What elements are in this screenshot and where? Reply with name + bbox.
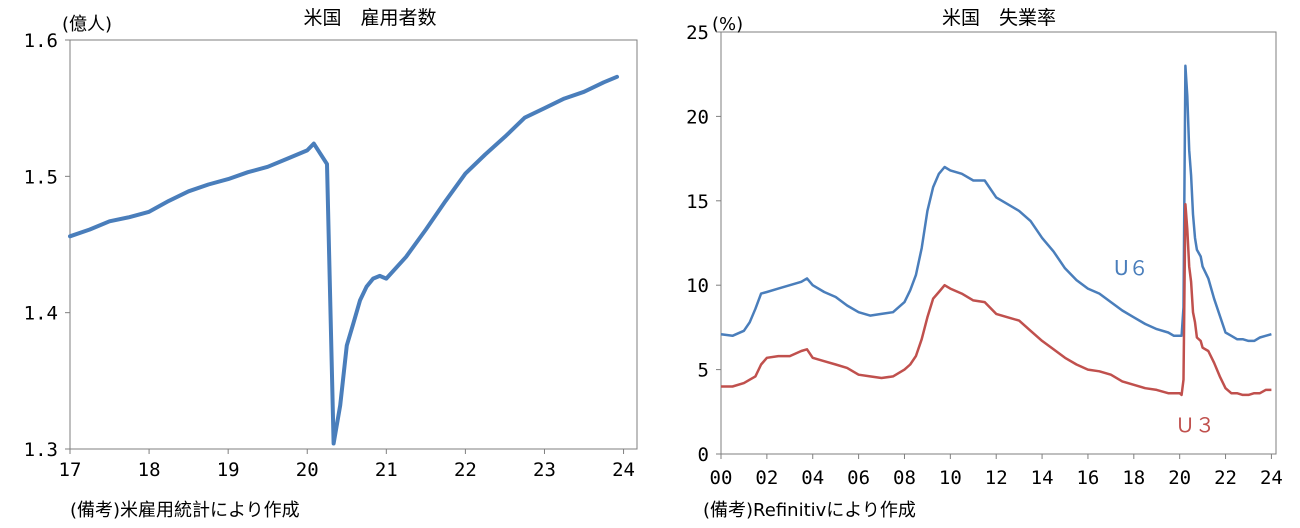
u6-series-line [720,64,1272,343]
u6-series-label: U６ [1114,256,1149,280]
unemployment-y-axis: 25 20 15 10 5 0 [686,22,721,466]
unemployment-y-tick-label: 20 [686,106,709,128]
employment-chart: 米国 雇用者数 (億人) 1.6 1.5 1.4 1.3 17 18 19 20 21 22 23… [24,7,638,521]
unemployment-x-tick-label: 00 [710,467,733,489]
unemployment-x-tick-label: 14 [1031,467,1054,489]
employment-x-tick-label: 19 [217,459,240,481]
unemployment-x-tick-label: 16 [1076,467,1099,489]
unemployment-y-tick-label: 10 [686,275,709,297]
unemployment-x-tick-label: 18 [1122,467,1145,489]
unemployment-x-tick-label: 02 [755,467,778,489]
employment-x-tick-label: 21 [375,459,398,481]
employment-source-note: (備考)米雇用統計により作成 [70,500,300,521]
employment-x-tick-label: 23 [533,459,556,481]
unemployment-source-note: (備考)Refinitivにより作成 [703,500,916,521]
employment-unit-label: (億人) [62,14,112,35]
unemployment-x-tick-label: 22 [1214,467,1237,489]
unemployment-x-axis: 00 02 04 06 08 10 12 14 16 18 20 22 24 [710,454,1283,489]
employment-y-axis: 1.6 1.5 1.4 1.3 [24,30,70,461]
unemployment-chart: 米国 失業率 (%) 25 20 15 10 5 0 00 02 04 06 08 10 12 14 16… [686,7,1283,521]
unemployment-unit-label: (%) [712,14,743,35]
employment-chart-title: 米国 雇用者数 [303,7,436,29]
employment-y-tick-label: 1.5 [24,166,58,188]
employment-x-axis: 17 18 19 20 21 22 23 24 [59,449,635,481]
unemployment-y-tick-label: 5 [698,360,709,382]
employment-y-tick-label: 1.3 [24,439,58,461]
unemployment-x-tick-label: 20 [1168,467,1191,489]
unemployment-y-tick-label: 0 [698,444,709,466]
employment-x-tick-label: 17 [59,459,82,481]
employment-y-tick-label: 1.4 [24,303,58,325]
unemployment-x-tick-label: 10 [939,467,962,489]
unemployment-plot-frame [720,31,1277,455]
employment-series-line [68,74,619,446]
unemployment-x-tick-label: 08 [893,467,916,489]
unemployment-y-tick-label: 15 [686,191,709,213]
employment-x-tick-label: 20 [296,459,319,481]
unemployment-x-tick-label: 24 [1260,467,1283,489]
employment-x-tick-label: 18 [138,459,161,481]
u3-series-line [721,202,1272,397]
unemployment-y-tick-label: 25 [686,22,709,44]
employment-plot-frame [69,39,638,450]
unemployment-x-tick-label: 12 [985,467,1008,489]
unemployment-x-tick-label: 04 [801,467,824,489]
employment-x-tick-label: 24 [612,459,635,481]
u3-series-label: Ｕ３ [1175,413,1215,437]
unemployment-chart-title: 米国 失業率 [942,7,1056,29]
unemployment-x-tick-label: 06 [847,467,870,489]
employment-x-tick-label: 22 [454,459,477,481]
employment-y-tick-label: 1.6 [24,30,58,52]
